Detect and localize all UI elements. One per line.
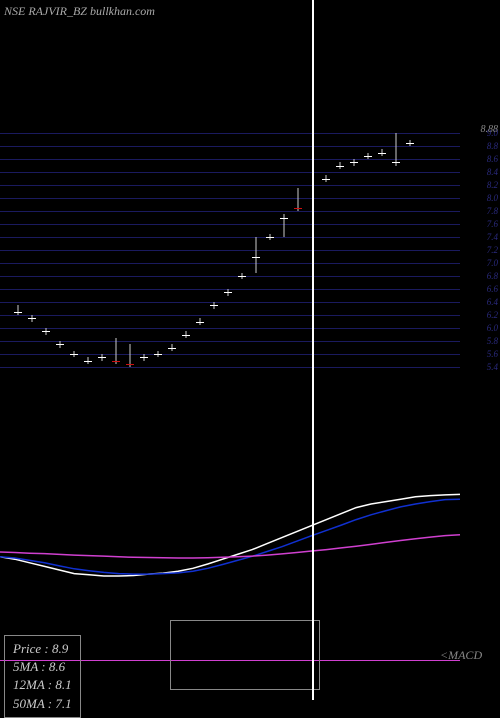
ytick-label: 6.4 [487, 297, 498, 307]
candle[interactable] [294, 188, 302, 211]
cursor-vline[interactable] [312, 0, 314, 700]
candle[interactable] [84, 357, 92, 364]
ma-line-50MA [0, 535, 460, 558]
info-box: Price : 8.95MA : 8.612MA : 8.150MA : 7.1 [4, 635, 81, 718]
candle[interactable] [112, 338, 120, 364]
ytick-label: 6.8 [487, 271, 498, 281]
chart-title: NSE RAJVIR_BZ bullkhan.com [4, 4, 155, 19]
candles-layer [0, 120, 460, 380]
candle[interactable] [140, 354, 148, 361]
ytick-label: 6.2 [487, 310, 498, 320]
candle[interactable] [154, 351, 162, 358]
info-line: 50MA : 7.1 [13, 695, 72, 713]
info-line: Price : 8.9 [13, 640, 72, 658]
price-panel[interactable]: 5.4 5.6 5.8 6.0 6.2 6.4 6.6 6.8 7.0 7.2 7.4 7.6 7.8 8… [0, 20, 500, 400]
ytick-label: 8.8 [487, 141, 498, 151]
candle[interactable] [14, 305, 22, 315]
candle[interactable] [28, 315, 36, 322]
candle[interactable] [224, 289, 232, 296]
candle[interactable] [196, 318, 204, 325]
candle[interactable] [42, 328, 50, 335]
ytick-label: 6.6 [487, 284, 498, 294]
ytick-label: 5.6 [487, 349, 498, 359]
candle[interactable] [392, 133, 400, 166]
ytick-label: 7.8 [487, 206, 498, 216]
candle[interactable] [336, 162, 344, 169]
ytick-label: 5.8 [487, 336, 498, 346]
chart-container: NSE RAJVIR_BZ bullkhan.com 5.4 5.6 5.8 6.0 6… [0, 0, 500, 700]
candle[interactable] [364, 153, 372, 160]
candle[interactable] [168, 344, 176, 351]
price-yaxis: 5.4 5.6 5.8 6.0 6.2 6.4 6.6 6.8 7.0 7.2 7.4 7.6 7.8 8… [460, 120, 500, 380]
ytick-label: 8.0 [487, 193, 498, 203]
ytick-label: 7.4 [487, 232, 498, 242]
ma-line-12MA [0, 499, 460, 574]
candle[interactable] [350, 159, 358, 166]
macd-box [170, 620, 320, 690]
candle[interactable] [280, 214, 288, 237]
ytick-label: 8.2 [487, 180, 498, 190]
ma-lines [0, 480, 500, 600]
candle[interactable] [406, 140, 414, 147]
candle[interactable] [378, 149, 386, 156]
candle[interactable] [182, 331, 190, 338]
candle[interactable] [210, 302, 218, 309]
ma-line-5MA [0, 494, 460, 576]
ma-panel[interactable] [0, 480, 500, 600]
ytick-label: 7.0 [487, 258, 498, 268]
candle[interactable] [56, 341, 64, 348]
ytick-label: 8.4 [487, 167, 498, 177]
ytick-label: 5.4 [487, 362, 498, 372]
ytick-label: 7.2 [487, 245, 498, 255]
candle[interactable] [266, 234, 274, 241]
last-price-label: 8.88 [481, 124, 499, 135]
ytick-label: 7.6 [487, 219, 498, 229]
info-line: 5MA : 8.6 [13, 658, 72, 676]
info-line: 12MA : 8.1 [13, 676, 72, 694]
live-macd-label: <MACD [440, 648, 482, 662]
candle[interactable] [322, 175, 330, 182]
ytick-label: 8.6 [487, 154, 498, 164]
candle[interactable] [126, 344, 134, 367]
candle[interactable] [252, 237, 260, 273]
candle[interactable] [238, 273, 246, 280]
candle[interactable] [98, 354, 106, 361]
ytick-label: 6.0 [487, 323, 498, 333]
candle[interactable] [70, 351, 78, 358]
